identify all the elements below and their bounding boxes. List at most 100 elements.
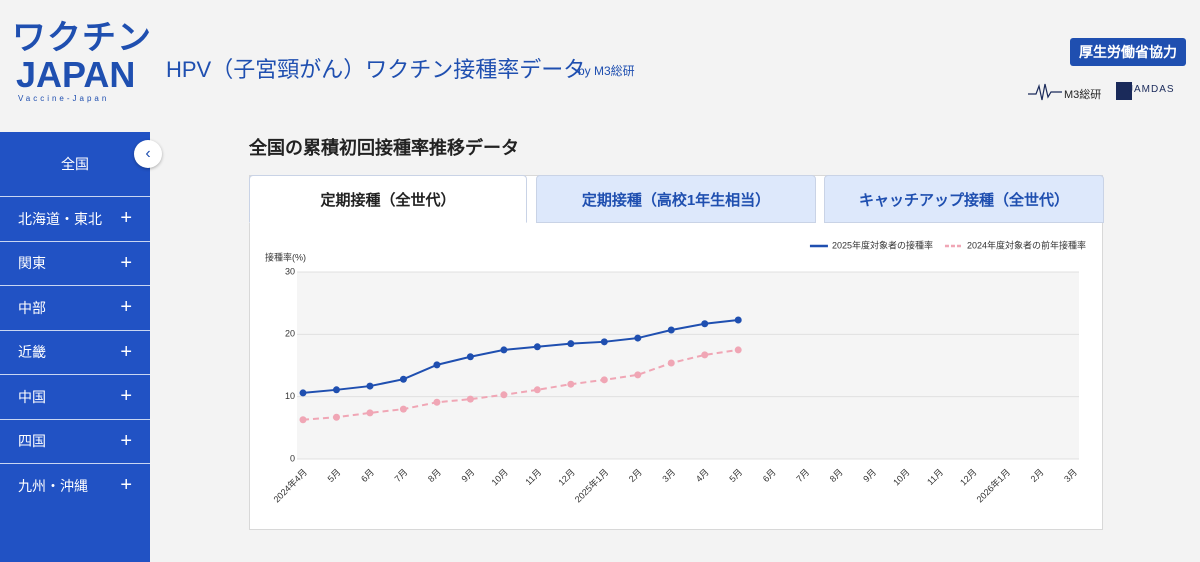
data-point <box>366 409 374 417</box>
tab[interactable]: 定期接種（全世代） <box>249 175 527 223</box>
partner-logo: JAMDAS <box>1128 84 1175 95</box>
plot-area <box>297 272 1079 459</box>
x-tick-label: 10月 <box>489 467 510 488</box>
x-tick-label: 7月 <box>393 467 410 484</box>
sidebar: 全国北海道・東北 + 関東 + 中部 + 近畿 + 中国 + 四国 + 九州・沖縄 + <box>0 132 150 562</box>
logo[interactable]: JAPAN <box>16 54 136 95</box>
tab[interactable]: キャッチアップ接種（全世代） <box>824 175 1104 223</box>
legend-label: 2025年度対象者の接種率 <box>832 239 933 250</box>
y-tick-label: 10 <box>285 391 295 401</box>
y-tick-label: 0 <box>290 453 295 463</box>
x-tick-label: 6月 <box>359 467 376 484</box>
x-tick-label: 2024年4月 <box>271 466 309 504</box>
y-tick-label: 20 <box>285 329 295 339</box>
legend-label: 2024年度対象者の前年接種率 <box>967 239 1086 250</box>
page-title: HPV（子宮頸がん）ワクチン接種率データ <box>166 57 586 82</box>
data-point <box>332 386 340 394</box>
partner-icon <box>1028 83 1062 101</box>
sidebar-label: 近畿 <box>18 344 46 361</box>
data-point <box>734 346 742 354</box>
expand-icon: + <box>120 207 132 230</box>
tab[interactable]: 定期接種（高校1年生相当） <box>536 175 816 223</box>
expand-icon: + <box>120 474 132 497</box>
data-point <box>399 405 407 413</box>
series-line <box>302 348 739 421</box>
x-tick-label: 3月 <box>1062 467 1079 484</box>
logo-tagline: Vaccine-Japan <box>18 94 110 103</box>
data-point <box>634 371 642 379</box>
x-tick-label: 3月 <box>660 467 677 484</box>
sidebar-label: 中部 <box>18 299 46 316</box>
sidebar-item[interactable]: 全国 <box>0 132 150 196</box>
data-point <box>399 375 407 383</box>
data-point <box>366 382 374 390</box>
x-tick-label: 2026年1月 <box>974 466 1012 504</box>
x-tick-label: 6月 <box>761 467 778 484</box>
expand-icon: + <box>120 385 132 408</box>
data-point <box>701 320 709 328</box>
x-tick-label: 8月 <box>828 467 845 484</box>
data-point <box>332 413 340 421</box>
x-tick-label: 11月 <box>523 467 543 487</box>
sidebar-item[interactable]: 関東 + <box>0 240 150 286</box>
expand-icon: + <box>120 340 132 363</box>
data-point <box>600 338 608 346</box>
data-point <box>667 326 675 334</box>
sidebar-label: 九州・沖縄 <box>18 477 88 494</box>
partner-icon <box>1116 82 1132 100</box>
page-subtitle: by M3総研 <box>578 64 635 78</box>
data-point <box>701 351 709 359</box>
x-tick-label: 2月 <box>627 467 644 484</box>
data-point <box>600 376 608 384</box>
sidebar-item[interactable]: 九州・沖縄 + <box>0 463 150 508</box>
x-tick-label: 11月 <box>925 467 945 487</box>
sidebar-item[interactable]: 中部 + <box>0 285 150 330</box>
x-tick-label: 7月 <box>794 467 811 484</box>
data-point <box>433 361 441 369</box>
sidebar-item[interactable]: 北海道・東北 + <box>0 196 150 241</box>
series-line <box>302 319 739 394</box>
sidebar-item[interactable]: 近畿 + <box>0 329 150 375</box>
data-point <box>299 416 307 424</box>
logo[interactable]: ワクチン <box>12 19 152 57</box>
x-tick-label: 5月 <box>727 467 744 484</box>
data-point <box>667 359 675 367</box>
data-point <box>500 346 508 354</box>
data-point <box>634 334 642 342</box>
x-tick-label: 8月 <box>426 467 443 484</box>
section-title: 全国の累積初回接種率推移データ <box>249 138 519 158</box>
x-tick-label: 10月 <box>891 467 912 488</box>
sidebar-item[interactable]: 四国 + <box>0 418 150 464</box>
x-tick-label: 5月 <box>326 467 343 484</box>
sidebar-label: 中国 <box>18 388 46 405</box>
x-tick-label: 4月 <box>694 467 711 484</box>
sidebar-item[interactable]: 中国 + <box>0 374 150 419</box>
expand-icon: + <box>120 251 132 274</box>
y-axis-label: 接種率(%) <box>265 251 306 262</box>
y-tick-label: 30 <box>285 266 295 276</box>
data-point <box>466 353 474 361</box>
data-point <box>299 389 307 397</box>
x-tick-label: 2月 <box>1029 467 1046 484</box>
x-tick-label: 12月 <box>556 467 577 488</box>
x-tick-label: 12月 <box>958 467 979 488</box>
data-point <box>466 395 474 403</box>
data-point <box>500 391 508 399</box>
data-point <box>433 398 441 406</box>
partner-logo: M3総研 <box>1064 89 1102 101</box>
sidebar-label: 関東 <box>18 255 46 272</box>
sidebar-label: 全国 <box>61 156 89 172</box>
data-point <box>533 343 541 351</box>
expand-icon: + <box>120 296 132 319</box>
sidebar-label: 四国 <box>18 433 46 450</box>
expand-icon: + <box>120 429 132 452</box>
sidebar-label: 北海道・東北 <box>18 210 102 227</box>
data-point <box>734 316 742 324</box>
collapse-button[interactable]: ‹ <box>134 140 162 168</box>
x-tick-label: 2025年1月 <box>572 466 610 504</box>
data-point <box>533 386 541 394</box>
data-point <box>567 380 575 388</box>
badge: 厚生労働省協力 <box>1070 38 1186 66</box>
